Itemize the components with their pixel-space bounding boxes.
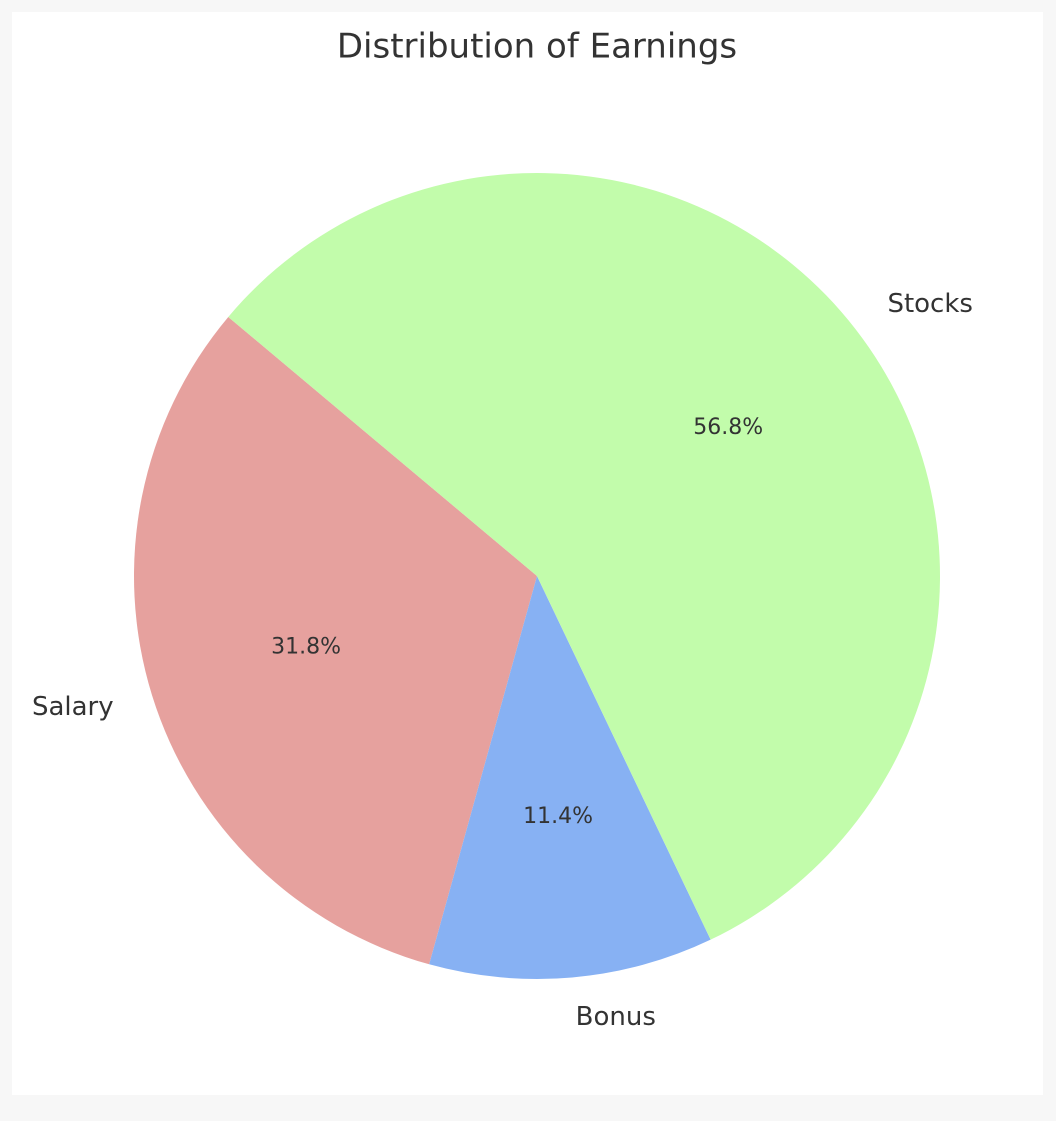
slice-label: Stocks (887, 289, 973, 319)
value-label: 31.8% (271, 635, 341, 660)
value-label: 11.4% (523, 804, 593, 829)
slice-label: Bonus (576, 1002, 656, 1032)
value-label: 56.8% (693, 415, 763, 440)
pie-slice (429, 576, 711, 980)
chart-title: Distribution of Earnings (337, 27, 737, 67)
slice-label: Salary (32, 692, 114, 722)
pie-slice (228, 172, 941, 940)
pie-slice (133, 316, 537, 965)
